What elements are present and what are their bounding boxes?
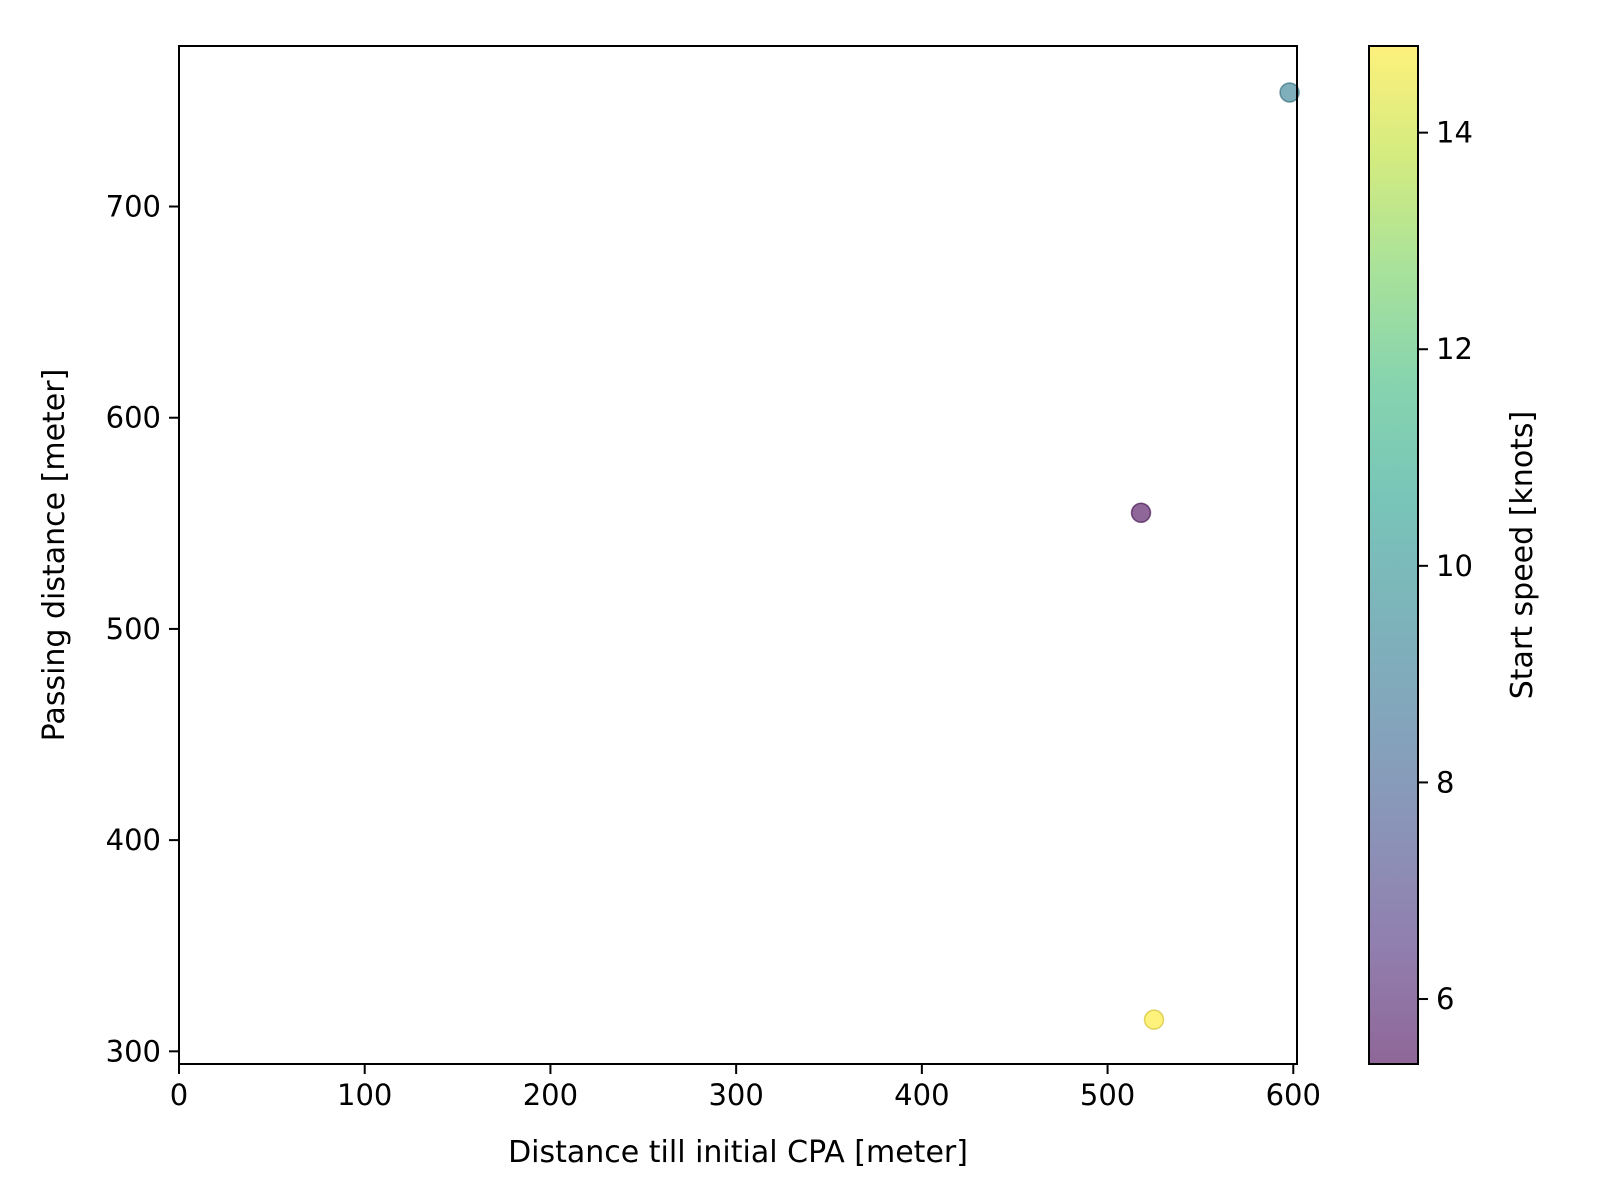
- x-tick-label: 600: [1266, 1078, 1321, 1112]
- y-tick-label: 700: [106, 190, 161, 224]
- colorbar-gradient: [1369, 46, 1418, 1064]
- data-point-2: [1279, 82, 1300, 103]
- colorbar-label: Start speed [knots]: [1505, 411, 1540, 700]
- colorbar: 6 8 10 12 14: [1368, 45, 1473, 1065]
- plot-background: [179, 46, 1297, 1064]
- colorbar-frame: [1368, 45, 1419, 1065]
- data-point-1: [1130, 502, 1152, 524]
- colorbar-ticks: 6 8 10 12 14: [1418, 116, 1473, 1016]
- data-point-3: [1143, 1009, 1165, 1030]
- colorbar-tick-label: 10: [1436, 549, 1473, 583]
- plot-frame: [178, 45, 1298, 1065]
- x-tick-label: 400: [894, 1078, 949, 1112]
- x-tick-label: 300: [708, 1078, 763, 1112]
- x-axis-label: Distance till initial CPA [meter]: [508, 1135, 968, 1170]
- x-tick-label: 500: [1080, 1078, 1135, 1112]
- y-tick-label: 500: [106, 612, 161, 646]
- x-tick-label: 100: [337, 1078, 392, 1112]
- y-tick-label: 600: [106, 401, 161, 435]
- y-axis: 300 400 500 600 700: [106, 190, 179, 1068]
- colorbar-tick-label: 8: [1436, 765, 1454, 799]
- data-points: [1130, 82, 1300, 1030]
- x-tick-label: 0: [170, 1078, 188, 1112]
- colorbar-tick-label: 12: [1436, 332, 1473, 366]
- y-tick-label: 300: [106, 1034, 161, 1068]
- y-axis-label: Passing distance [meter]: [37, 369, 72, 742]
- plot-area: [178, 45, 1300, 1065]
- x-tick-label: 200: [523, 1078, 578, 1112]
- colorbar-tick-label: 6: [1436, 982, 1454, 1016]
- colorbar-tick-label: 14: [1436, 116, 1473, 150]
- y-tick-label: 400: [106, 823, 161, 857]
- x-axis: 0 100 200 300 400 500 600: [170, 1064, 1321, 1112]
